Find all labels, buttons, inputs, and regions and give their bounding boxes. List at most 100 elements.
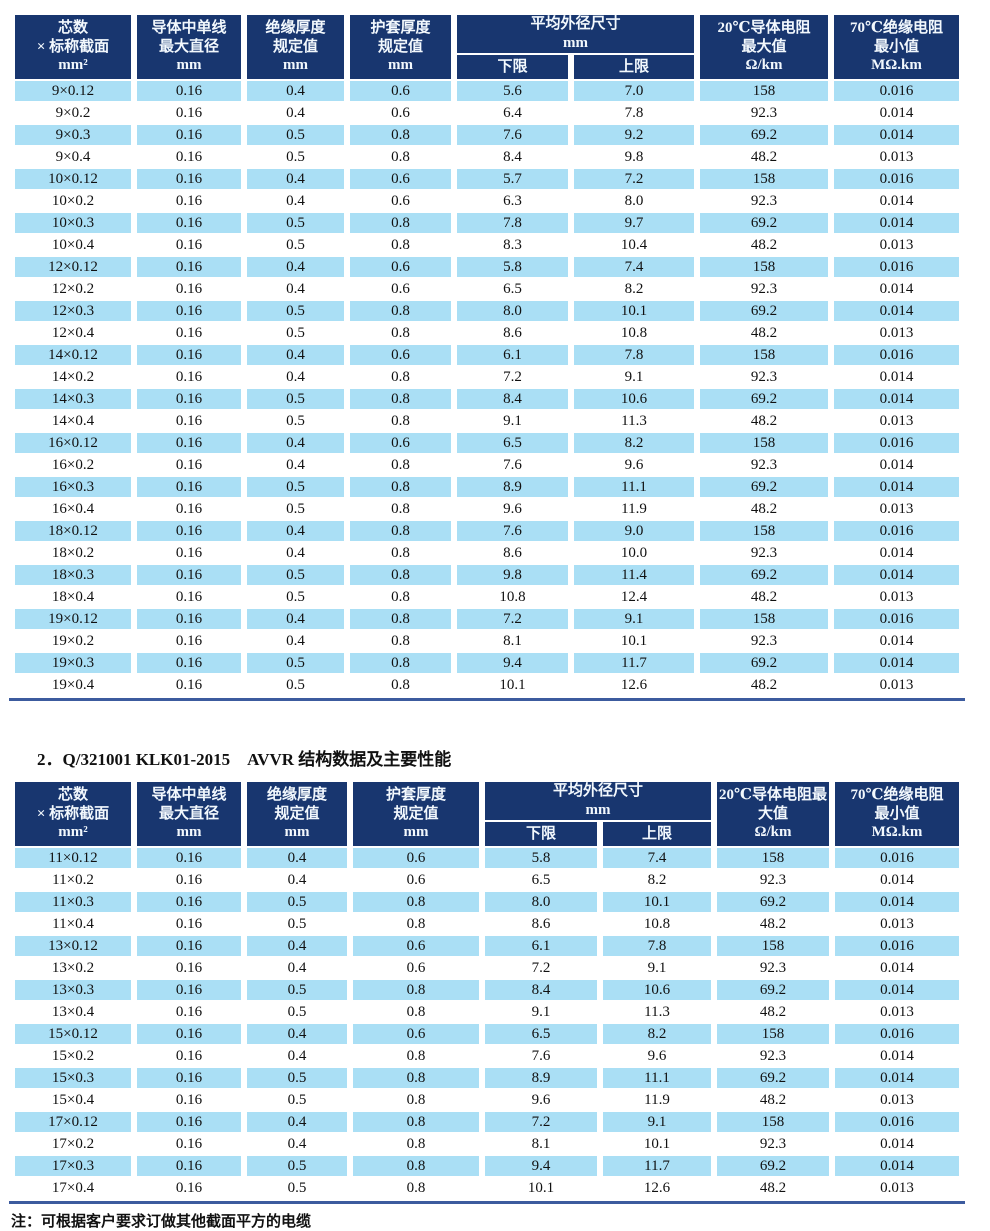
table-cell: 0.5 (247, 892, 347, 912)
table-cell: 7.2 (457, 609, 568, 629)
table-row: 11×0.12 0.16 0.4 0.6 5.8 7.4 158 0.016 (15, 848, 960, 868)
table-cell: 7.6 (457, 521, 568, 541)
table-cell: 0.4 (247, 1024, 347, 1044)
table-row: 9×0.12 0.16 0.4 0.6 5.6 7.0 158 0.016 (15, 81, 960, 101)
table-cell: 0.6 (350, 257, 451, 277)
table-row: 18×0.3 0.16 0.5 0.8 9.8 11.4 69.2 0.014 (15, 565, 960, 585)
table-cell: 0.16 (137, 1090, 241, 1110)
table-row: 18×0.2 0.16 0.4 0.8 8.6 10.0 92.3 0.014 (15, 543, 960, 563)
table-cell: 6.4 (457, 103, 568, 123)
section-2-title: 2．Q/321001 KLK01-2015 AVVR 结构数据及主要性能 (37, 750, 452, 769)
table-cell: 0.5 (247, 1090, 347, 1110)
table-cell: 7.6 (457, 125, 568, 145)
table-cell: 18×0.4 (15, 587, 131, 607)
table-row: 16×0.12 0.16 0.4 0.6 6.5 8.2 158 0.016 (15, 433, 960, 453)
table-cell: 0.16 (137, 1024, 241, 1044)
table-cell: 0.6 (353, 1024, 479, 1044)
header-insulation-resistance-70c: 70℃绝缘电阻 最小值 MΩ.km (834, 15, 960, 79)
table-cell: 17×0.12 (15, 1112, 131, 1132)
table-cell: 0.6 (353, 936, 479, 956)
table-cell: 0.16 (137, 301, 241, 321)
table-row: 11×0.2 0.16 0.4 0.6 6.5 8.2 92.3 0.014 (15, 870, 960, 890)
table-cell: 0.013 (834, 147, 960, 167)
table-cell: 0.8 (353, 1112, 479, 1132)
table-cell: 0.8 (350, 125, 451, 145)
table-cell: 7.2 (574, 169, 695, 189)
table-cell: 8.1 (485, 1134, 597, 1154)
table-cell: 158 (717, 1024, 830, 1044)
table-cell: 9.1 (603, 958, 712, 978)
table-cell: 11.9 (603, 1090, 712, 1110)
table-cell: 0.6 (350, 433, 451, 453)
table-cell: 0.16 (137, 587, 241, 607)
table-cell: 0.016 (834, 81, 960, 101)
header-sheath-thickness: 护套厚度 规定值 mm (350, 15, 451, 79)
table-cell: 17×0.2 (15, 1134, 131, 1154)
table-cell: 0.4 (247, 631, 344, 651)
table-cell: 9×0.4 (15, 147, 131, 167)
table-cell: 0.016 (834, 169, 960, 189)
table-cell: 0.8 (350, 609, 451, 629)
table-cell: 0.4 (247, 169, 344, 189)
table-cell: 0.16 (137, 455, 241, 475)
table-cell: 0.8 (350, 235, 451, 255)
table-cell: 11.7 (603, 1156, 712, 1176)
table-cell: 0.6 (350, 81, 451, 101)
table-cell: 0.8 (350, 499, 451, 519)
table-cell: 10.1 (574, 631, 695, 651)
table-cell: 0.013 (835, 1090, 960, 1110)
table-cell: 0.8 (350, 411, 451, 431)
table-cell: 8.9 (457, 477, 568, 497)
table-cell: 0.5 (247, 1156, 347, 1176)
table-2-body: 11×0.12 0.16 0.4 0.6 5.8 7.4 158 0.016 11×0.2 0.1… (15, 848, 960, 1198)
table-cell: 0.8 (350, 587, 451, 607)
table-cell: 0.014 (834, 389, 960, 409)
table-cell: 0.4 (247, 1112, 347, 1132)
table-row: 12×0.4 0.16 0.5 0.8 8.6 10.8 48.2 0.013 (15, 323, 960, 343)
table-row: 16×0.3 0.16 0.5 0.8 8.9 11.1 69.2 0.014 (15, 477, 960, 497)
table-cell: 0.014 (834, 213, 960, 233)
table-cell: 0.014 (834, 191, 960, 211)
header-insulation-resistance-70c: 70℃绝缘电阻 最小值 MΩ.km (835, 782, 960, 846)
table-cell: 0.16 (137, 367, 241, 387)
table-cell: 18×0.2 (15, 543, 131, 563)
table-cell: 0.16 (137, 411, 241, 431)
table-row: 10×0.2 0.16 0.4 0.6 6.3 8.0 92.3 0.014 (15, 191, 960, 211)
table-cell: 0.4 (247, 870, 347, 890)
table-cell: 0.16 (137, 477, 241, 497)
table-cell: 8.4 (457, 147, 568, 167)
header-max-wire-diameter: 导体中单线 最大直径 mm (137, 15, 241, 79)
table-cell: 0.16 (137, 279, 241, 299)
table-cell: 0.5 (247, 323, 344, 343)
header-lower-limit: 下限 (457, 55, 568, 79)
table-cell: 0.16 (137, 609, 241, 629)
table-cell: 0.5 (247, 653, 344, 673)
table-row: 15×0.12 0.16 0.4 0.6 6.5 8.2 158 0.016 (15, 1024, 960, 1044)
header-conductor-resistance-20c: 20℃导体电阻 最大值 Ω/km (700, 15, 829, 79)
table-cell: 92.3 (700, 279, 829, 299)
table-cell: 0.8 (353, 914, 479, 934)
table-cell: 0.4 (247, 81, 344, 101)
table-cell: 92.3 (700, 455, 829, 475)
table-cell: 0.5 (247, 565, 344, 585)
table-cell: 10.6 (574, 389, 695, 409)
table-row: 9×0.2 0.16 0.4 0.6 6.4 7.8 92.3 0.014 (15, 103, 960, 123)
table-cell: 0.6 (353, 870, 479, 890)
table-cell: 0.4 (247, 279, 344, 299)
table-cell: 0.16 (137, 848, 241, 868)
table-cell: 69.2 (700, 653, 829, 673)
table-cell: 10.6 (603, 980, 712, 1000)
table-1-bottom-rule (9, 698, 965, 701)
table-cell: 0.016 (835, 936, 960, 956)
table-cell: 0.16 (137, 1046, 241, 1066)
header-insulation-thickness: 绝缘厚度 规定值 mm (247, 782, 347, 846)
table-cell: 0.8 (353, 1046, 479, 1066)
table-cell: 8.6 (457, 543, 568, 563)
table-cell: 18×0.3 (15, 565, 131, 585)
table-cell: 0.16 (137, 958, 241, 978)
header-sheath-thickness: 护套厚度 规定值 mm (353, 782, 479, 846)
table-cell: 48.2 (700, 235, 829, 255)
table-2-bottom-rule (9, 1201, 965, 1204)
table-cell: 0.8 (350, 367, 451, 387)
table-cell: 0.013 (835, 914, 960, 934)
